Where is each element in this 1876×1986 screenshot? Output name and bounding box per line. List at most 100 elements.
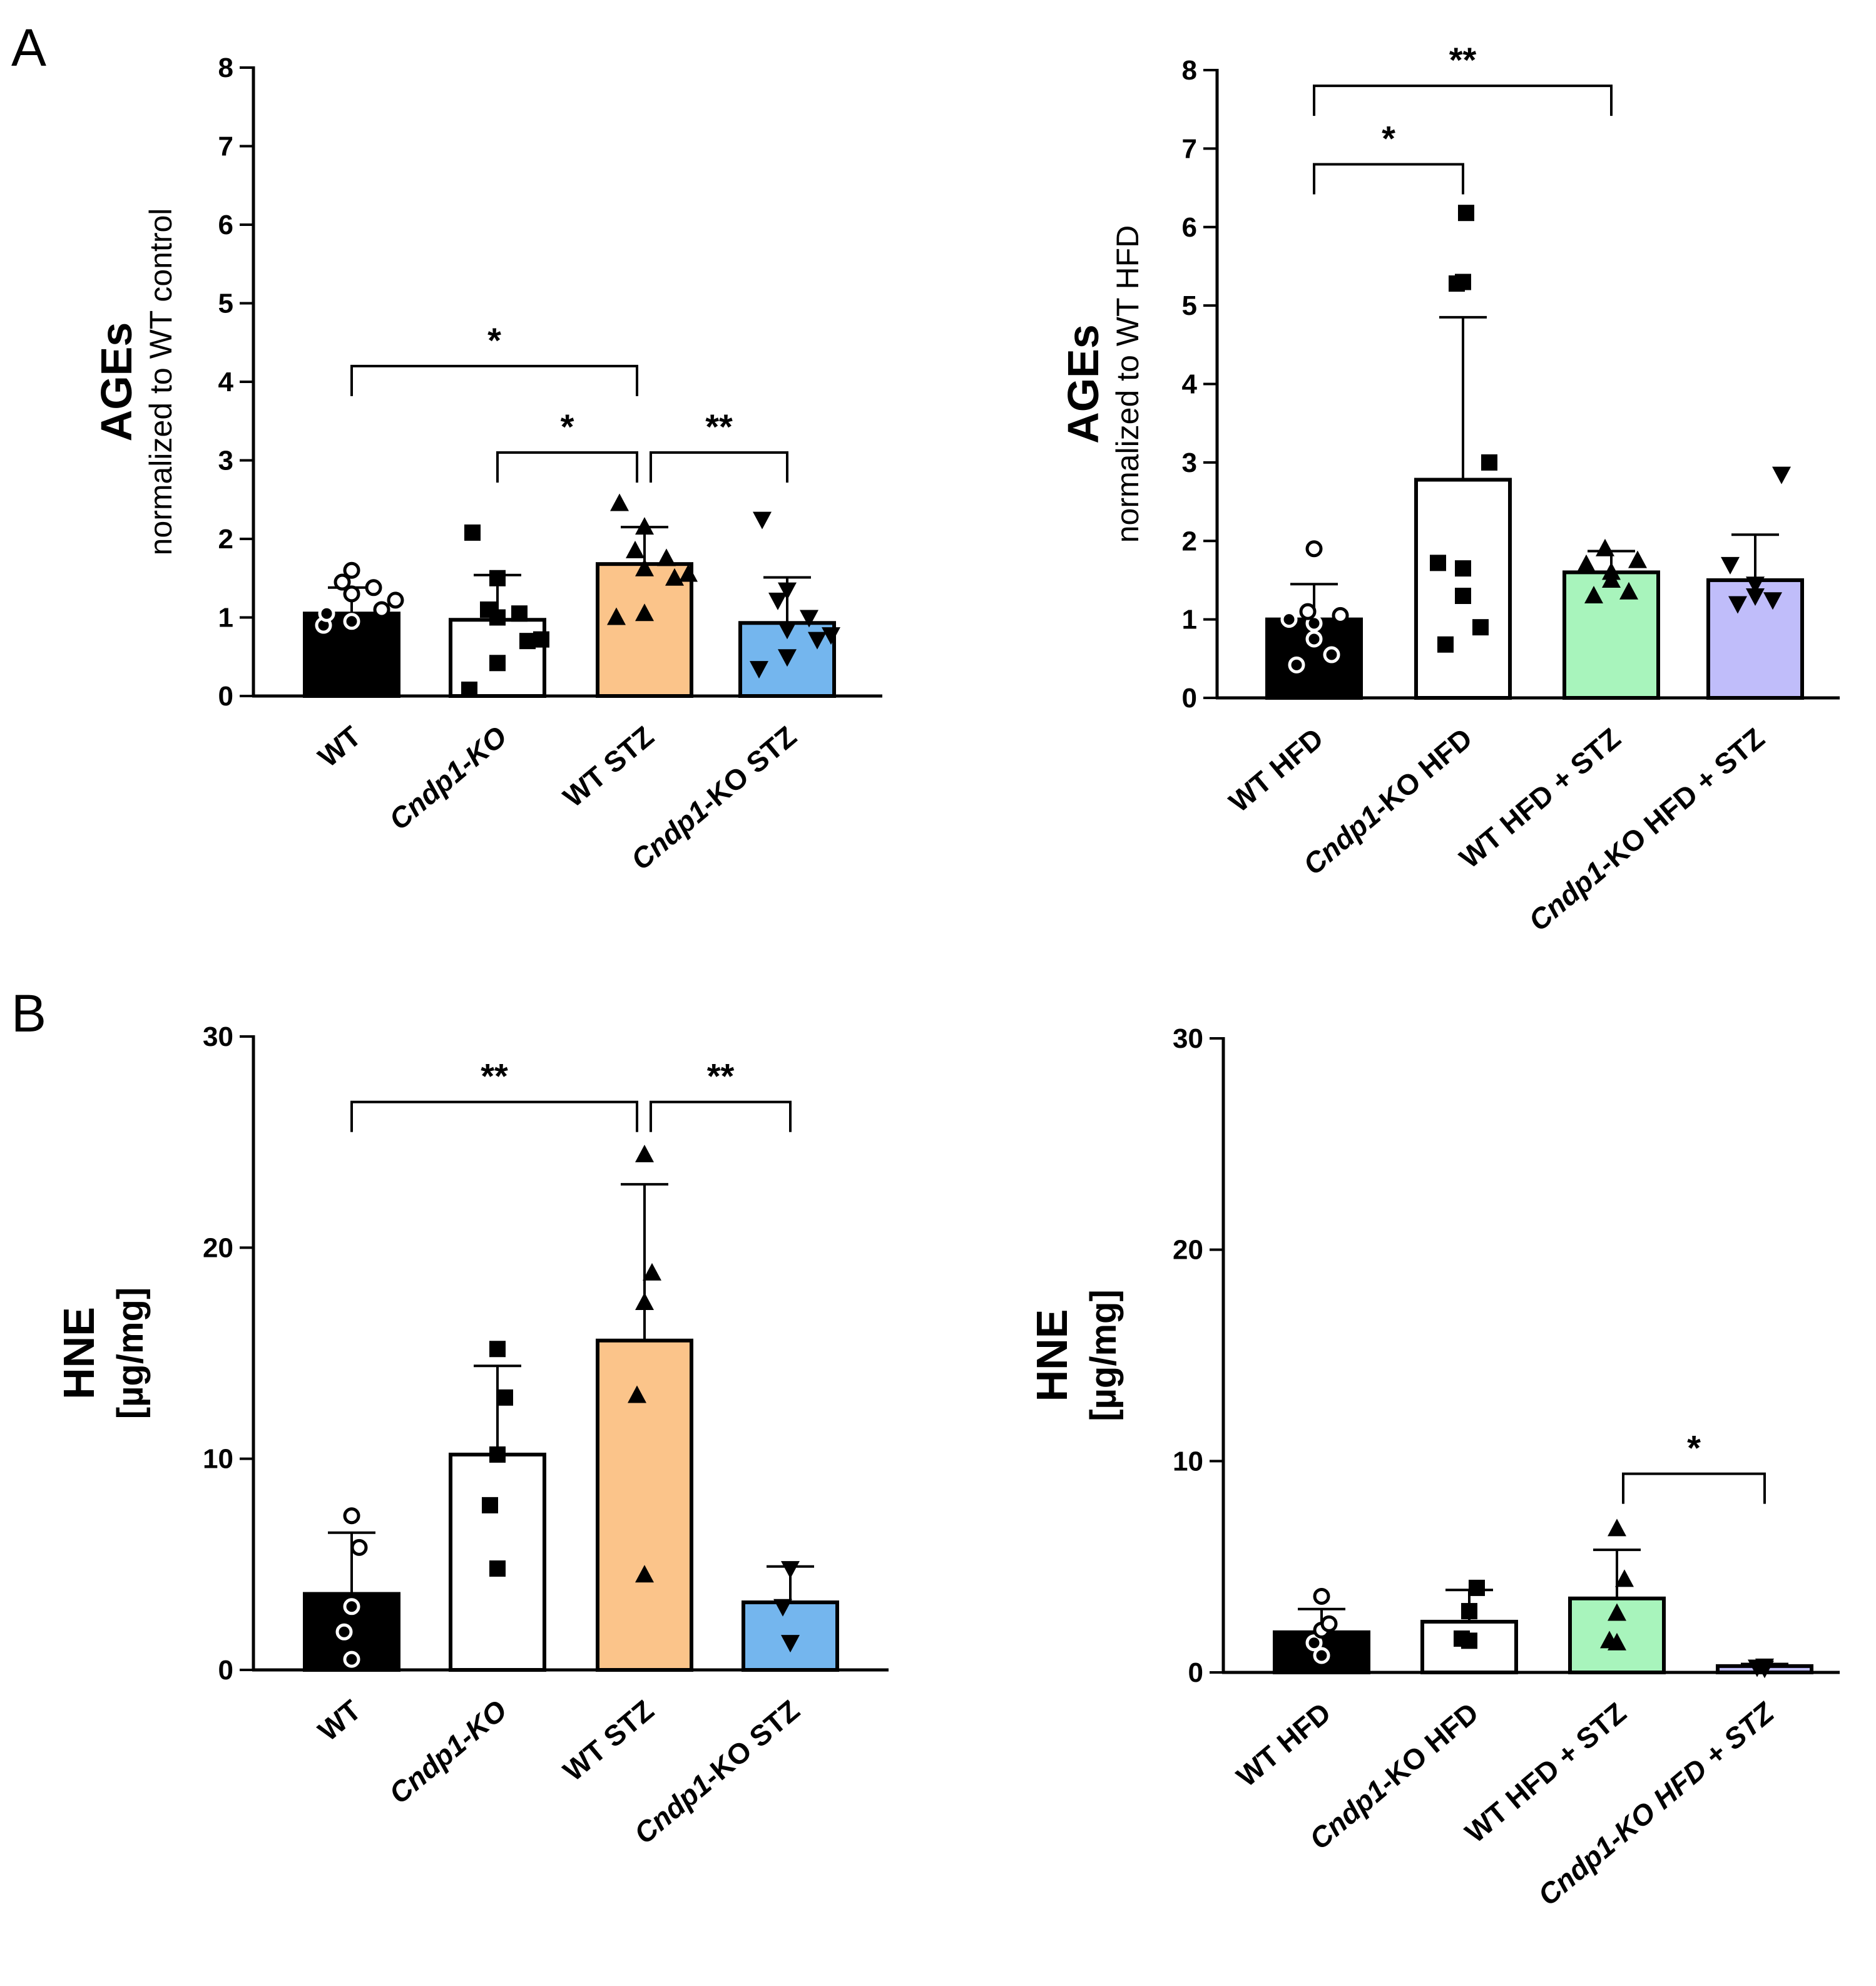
y-axis-label: AGEs normalized to WT HFD xyxy=(1059,225,1145,543)
data-point xyxy=(635,517,654,535)
y-tick-label: 0 xyxy=(1182,683,1197,714)
data-point xyxy=(778,622,797,640)
significance-label: * xyxy=(487,320,501,360)
y-axis-subtitle: [µg/mg] xyxy=(1083,1289,1124,1421)
data-point xyxy=(1288,656,1305,673)
significance-label: * xyxy=(1382,118,1395,158)
y-tick-label: 7 xyxy=(218,131,233,162)
data-point xyxy=(626,540,645,558)
bar xyxy=(1562,570,1660,700)
significance-label: ** xyxy=(707,1057,735,1096)
data-point xyxy=(800,610,818,628)
data-point xyxy=(1305,1634,1323,1652)
y-tick-label: 0 xyxy=(218,681,233,712)
data-point xyxy=(482,1497,498,1513)
y-tick-label: 3 xyxy=(1182,448,1197,478)
y-tick-label: 6 xyxy=(1182,212,1197,243)
data-point xyxy=(750,661,768,679)
data-point xyxy=(489,570,506,586)
data-point xyxy=(1313,1647,1330,1664)
y-axis-title: AGEs xyxy=(92,322,141,442)
data-point xyxy=(1280,611,1298,628)
significance-bracket xyxy=(650,1100,792,1132)
significance-bracket xyxy=(496,451,638,483)
data-point xyxy=(1305,540,1323,558)
x-tick-label: Cndp1-KO xyxy=(383,1694,513,1810)
y-tick-label: 10 xyxy=(203,1444,233,1475)
x-tick-label: Cndp1-KO HFD + STZ xyxy=(1522,722,1771,938)
x-tick-label: WT HFD xyxy=(1223,722,1329,819)
data-point xyxy=(679,564,698,582)
data-point xyxy=(635,558,654,576)
data-point xyxy=(343,1598,360,1615)
data-point xyxy=(489,1341,506,1358)
data-point xyxy=(318,605,335,622)
significance-bracket xyxy=(1313,163,1464,195)
data-point xyxy=(1602,562,1621,580)
data-point xyxy=(1455,588,1471,605)
data-point xyxy=(1755,1658,1774,1676)
data-point xyxy=(1469,1579,1485,1596)
y-tick-label: 4 xyxy=(1182,369,1198,400)
data-point xyxy=(1455,274,1471,290)
data-point xyxy=(1430,555,1446,571)
data-point xyxy=(808,632,827,650)
data-point xyxy=(1746,588,1765,607)
data-point xyxy=(635,1565,654,1583)
x-tick-label: WT STZ xyxy=(557,1694,660,1788)
y-axis-subtitle: [µg/mg] xyxy=(110,1287,151,1420)
x-tick-label: Cndp1-KO xyxy=(383,720,513,836)
significance-label: ** xyxy=(705,407,733,446)
data-point xyxy=(773,1599,792,1617)
y-axis-title: HNE xyxy=(1027,1309,1076,1402)
data-point xyxy=(343,585,360,603)
data-point xyxy=(781,1635,800,1653)
data-point xyxy=(1323,646,1340,663)
y-tick-label: 20 xyxy=(203,1232,233,1263)
y-axis-title: AGEs xyxy=(1059,324,1108,444)
data-point xyxy=(643,1262,661,1281)
y-tick-label: 4 xyxy=(218,367,234,397)
x-tick-label: WT xyxy=(312,720,367,774)
data-point xyxy=(1305,630,1323,648)
y-tick-label: 6 xyxy=(218,210,233,240)
chart-ages-control: 0 1 2 3 4 5 6 7 8 AGEs normalized to WT control WT C… xyxy=(92,53,882,876)
data-point xyxy=(1299,603,1317,620)
bar xyxy=(596,1338,693,1672)
data-point xyxy=(1596,538,1614,556)
data-point xyxy=(778,582,797,600)
chart-ages-hfd: 0 1 2 3 4 5 6 7 8 AGEs normalized to WT HFD WT HFD C… xyxy=(1059,40,1840,937)
y-tick-label: 30 xyxy=(203,1021,233,1052)
significance-bracket xyxy=(650,451,788,483)
data-point xyxy=(1746,576,1765,595)
significance-label: ** xyxy=(1449,40,1477,79)
data-point xyxy=(387,591,404,609)
y-axis-subtitle: normalized to WT HFD xyxy=(1110,225,1145,543)
data-point xyxy=(1472,619,1489,636)
y-tick-label: 0 xyxy=(218,1655,233,1686)
data-point xyxy=(628,1385,646,1403)
significance-label: * xyxy=(1687,1428,1701,1468)
data-point xyxy=(1772,466,1791,484)
significance-bracket xyxy=(350,1100,638,1132)
data-point xyxy=(1728,596,1747,614)
significance-bracket xyxy=(1313,84,1613,116)
y-tick-label: 2 xyxy=(1182,526,1197,556)
data-point xyxy=(1455,560,1471,577)
data-point xyxy=(657,548,676,566)
y-tick-label: 1 xyxy=(1182,605,1197,635)
data-point xyxy=(343,613,360,630)
data-point xyxy=(753,511,772,530)
significance-bracket xyxy=(350,364,638,396)
data-point xyxy=(1320,1615,1338,1632)
significance-label: ** xyxy=(481,1057,508,1096)
data-point xyxy=(1628,550,1647,568)
y-tick-label: 30 xyxy=(1173,1023,1203,1054)
data-point xyxy=(519,633,536,650)
data-point xyxy=(335,1623,353,1640)
data-point xyxy=(1608,1518,1626,1537)
data-point xyxy=(1721,556,1740,575)
